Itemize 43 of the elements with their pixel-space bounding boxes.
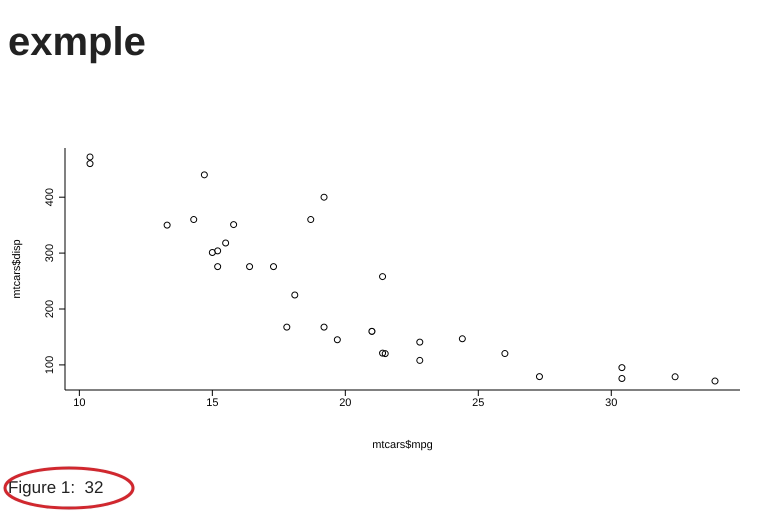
point [618, 364, 626, 372]
x-tick-label: 30 [605, 396, 618, 409]
point [283, 324, 290, 331]
point [164, 222, 171, 229]
point [270, 263, 278, 270]
point [379, 273, 386, 280]
point [246, 263, 254, 270]
y-tick-label: 300 [44, 244, 56, 262]
point [334, 336, 341, 344]
point [416, 338, 424, 346]
x-tick-label: 20 [339, 396, 352, 409]
x-axis-title: mtcars$mpg [372, 439, 433, 451]
x-tick-label: 25 [472, 396, 484, 409]
y-tick-label: 100 [44, 356, 56, 374]
chart-title: exmple [8, 20, 146, 65]
point [672, 373, 679, 380]
point [222, 240, 230, 247]
caption: Figure 1: 32 [8, 478, 104, 498]
y-tick-label: 200 [44, 300, 56, 318]
point [86, 153, 94, 160]
point [382, 350, 389, 358]
point [536, 373, 543, 380]
point [214, 263, 222, 270]
point [200, 171, 208, 178]
point [307, 216, 314, 224]
point [416, 356, 424, 364]
y-axis-title: mtcars$disp [10, 239, 23, 299]
point [501, 350, 508, 358]
point [86, 160, 94, 168]
point [214, 247, 222, 254]
point [618, 374, 626, 382]
x-tick-label: 10 [73, 396, 86, 409]
point [458, 335, 466, 342]
y-tick-label: 400 [44, 188, 56, 206]
point [190, 216, 198, 224]
point [320, 324, 328, 331]
point [208, 249, 216, 256]
point [379, 350, 386, 357]
point [230, 221, 238, 228]
x-tick-label: 15 [206, 396, 218, 409]
point [320, 194, 328, 201]
point [291, 292, 298, 299]
point [712, 378, 718, 385]
